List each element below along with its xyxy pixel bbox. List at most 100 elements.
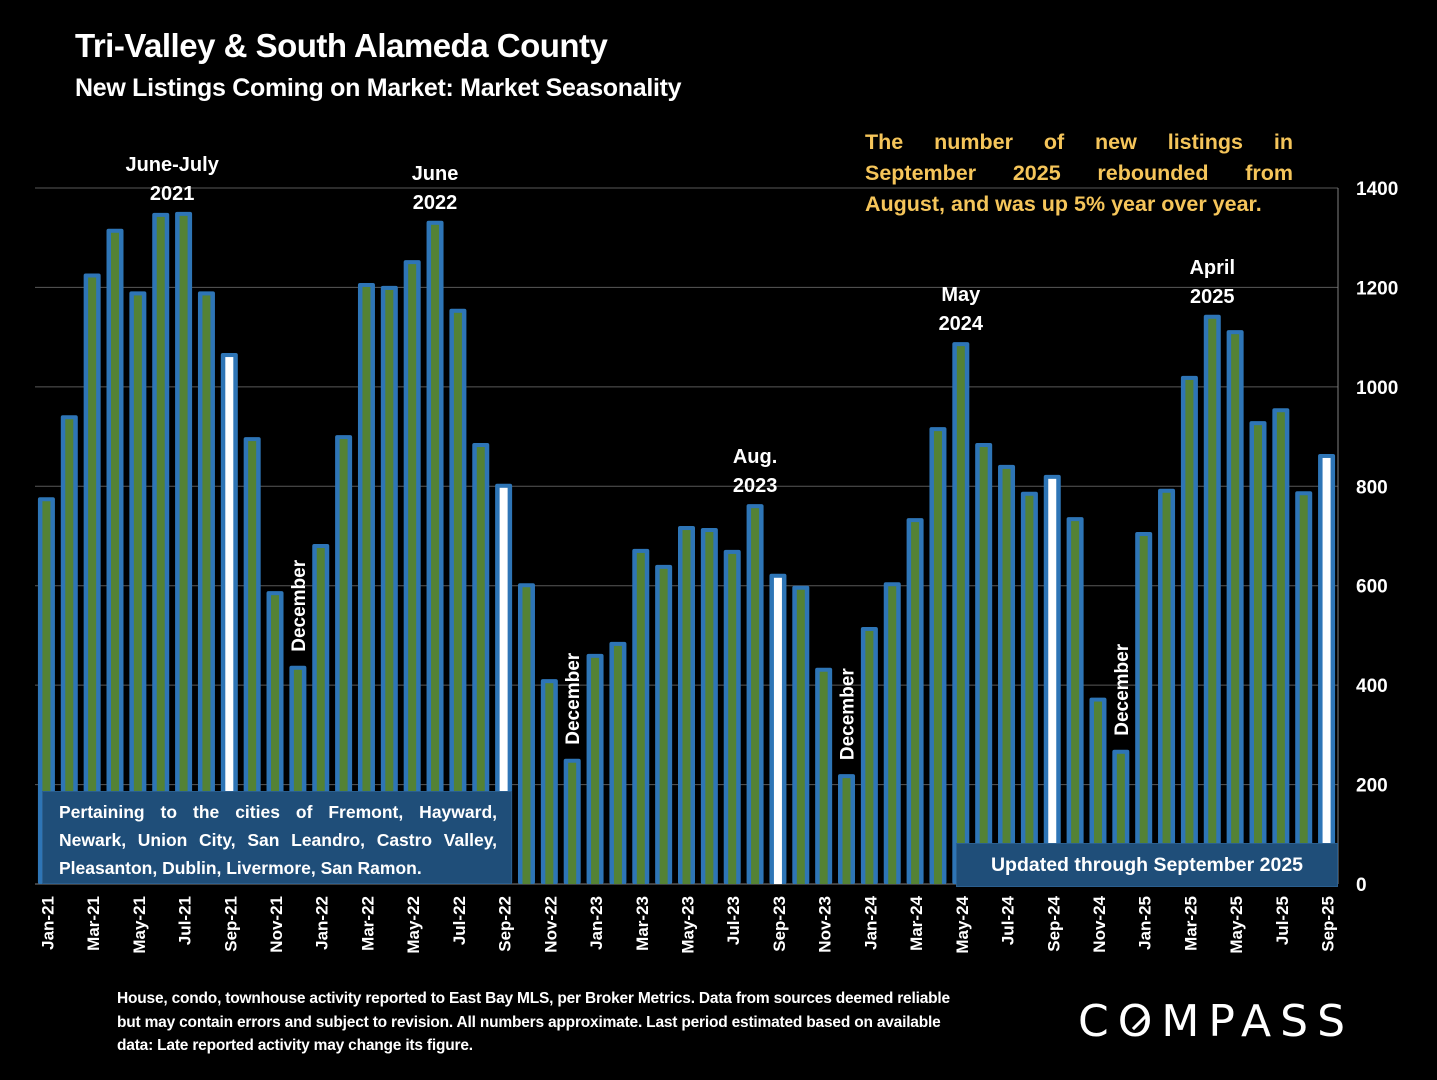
headline-line: August, and was up 5% year over year.: [865, 192, 1262, 216]
x-tick-label: Mar-22: [358, 896, 377, 951]
bar-fill: [1208, 318, 1217, 884]
footer-disclaimer: House, condo, townhouse activity reporte…: [117, 990, 950, 1054]
bar: [517, 583, 535, 884]
bar-fill-highlight: [773, 577, 782, 884]
bar-fill: [271, 595, 280, 884]
y-tick-label: 600: [1356, 577, 1388, 598]
bar-fill: [613, 645, 622, 884]
bar-fill: [88, 277, 97, 885]
y-tick-label: 400: [1356, 676, 1388, 697]
bar-fill: [819, 671, 828, 884]
bar: [403, 260, 421, 885]
bar: [632, 548, 650, 884]
bar-fill: [42, 501, 51, 884]
bar: [586, 653, 604, 884]
bar-fill: [248, 441, 257, 884]
bar-fill: [682, 530, 691, 884]
headline-line: September 2025 rebounded from: [865, 161, 1293, 185]
bar: [380, 285, 398, 884]
bar: [655, 564, 673, 884]
bar-fill: [1162, 492, 1171, 884]
peak-label: Aug.: [733, 446, 777, 468]
x-tick-label: Sep-25: [1319, 896, 1338, 952]
bar: [540, 679, 558, 884]
december-label: December: [838, 668, 859, 760]
updated-through-box: Updated through September 2025: [956, 843, 1338, 887]
y-axis-ticks: 0 200 400 600 800 1000 1200 1400: [1356, 179, 1398, 896]
x-tick-label: Sep-23: [770, 896, 789, 952]
x-tick-label: May-25: [1227, 896, 1246, 954]
headline-line: The number of new listings in: [865, 130, 1293, 154]
bar: [449, 308, 467, 884]
bar: [609, 641, 627, 884]
bar: [563, 758, 581, 884]
bar: [1135, 532, 1153, 884]
cities-info-box: Pertaining to the cities of Fremont, Hay…: [42, 791, 512, 884]
bar: [129, 291, 147, 884]
bar: [37, 497, 55, 884]
bar: [60, 415, 78, 884]
bar-fill: [453, 312, 462, 884]
bar-fill: [1253, 425, 1262, 884]
bar: [1226, 330, 1244, 884]
bar: [243, 437, 261, 884]
bar: [1043, 474, 1061, 884]
bar-fill: [385, 289, 394, 884]
bar-fill: [728, 553, 737, 884]
bar: [975, 443, 993, 884]
cities-line: Newark, Union City, San Leandro, Castro …: [59, 830, 497, 850]
bar-fill: [431, 224, 440, 885]
bar-fill: [111, 232, 120, 884]
bar-fill: [568, 762, 577, 884]
bar: [1295, 491, 1313, 884]
peak-label: 2024: [939, 313, 984, 335]
bar: [723, 549, 741, 884]
bar: [1089, 697, 1107, 884]
bar-fill: [293, 669, 302, 884]
y-tick-label: 1000: [1356, 378, 1398, 399]
bar: [1180, 375, 1198, 884]
bar-fill: [636, 552, 645, 884]
bar: [1066, 517, 1084, 884]
bar: [1249, 421, 1267, 884]
bar: [700, 528, 718, 884]
y-tick-label: 200: [1356, 776, 1388, 797]
bar: [815, 667, 833, 884]
x-axis-ticks: Jan-21 Mar-21 May-21 Jul-21 Sep-21 Nov-21 Jan-…: [38, 895, 1337, 953]
bar-fill: [751, 508, 760, 884]
bar-fill: [522, 587, 531, 884]
bar-fill: [1139, 536, 1148, 884]
bar-fill-highlight: [1048, 478, 1057, 884]
peak-label: June-July: [125, 154, 219, 176]
x-tick-label: Jul-23: [724, 896, 743, 945]
bar: [1158, 488, 1176, 884]
bar-fill: [476, 447, 485, 884]
x-tick-label: Jul-25: [1273, 896, 1292, 945]
x-tick-label: Jan-24: [861, 895, 880, 949]
bar-fill: [156, 216, 165, 884]
x-tick-label: Sep-22: [496, 896, 515, 952]
peak-label: 2021: [150, 183, 195, 205]
x-tick-label: Jan-21: [38, 896, 57, 950]
bar: [998, 464, 1016, 884]
bar-fill: [179, 215, 188, 884]
december-label: December: [1112, 643, 1133, 735]
bar-fill: [659, 568, 668, 884]
bar: [1020, 491, 1038, 884]
bar-fill: [133, 295, 142, 884]
x-tick-label: Sep-24: [1044, 895, 1063, 951]
bar-fill: [591, 657, 600, 884]
december-label: December: [289, 559, 310, 651]
x-tick-label: Jan-22: [313, 896, 332, 950]
bar-fill: [1116, 753, 1125, 884]
bar: [860, 626, 878, 884]
bar-fill: [842, 778, 851, 884]
x-tick-label: Jul-21: [176, 896, 195, 945]
bar: [746, 504, 764, 884]
bar-fill: [362, 286, 371, 884]
x-tick-label: Nov-24: [1090, 895, 1109, 952]
bar: [906, 518, 924, 884]
cities-line: Pleasanton, Dublin, Livermore, San Ramon…: [59, 858, 422, 878]
bar: [83, 273, 101, 885]
x-tick-label: Nov-22: [541, 896, 560, 953]
